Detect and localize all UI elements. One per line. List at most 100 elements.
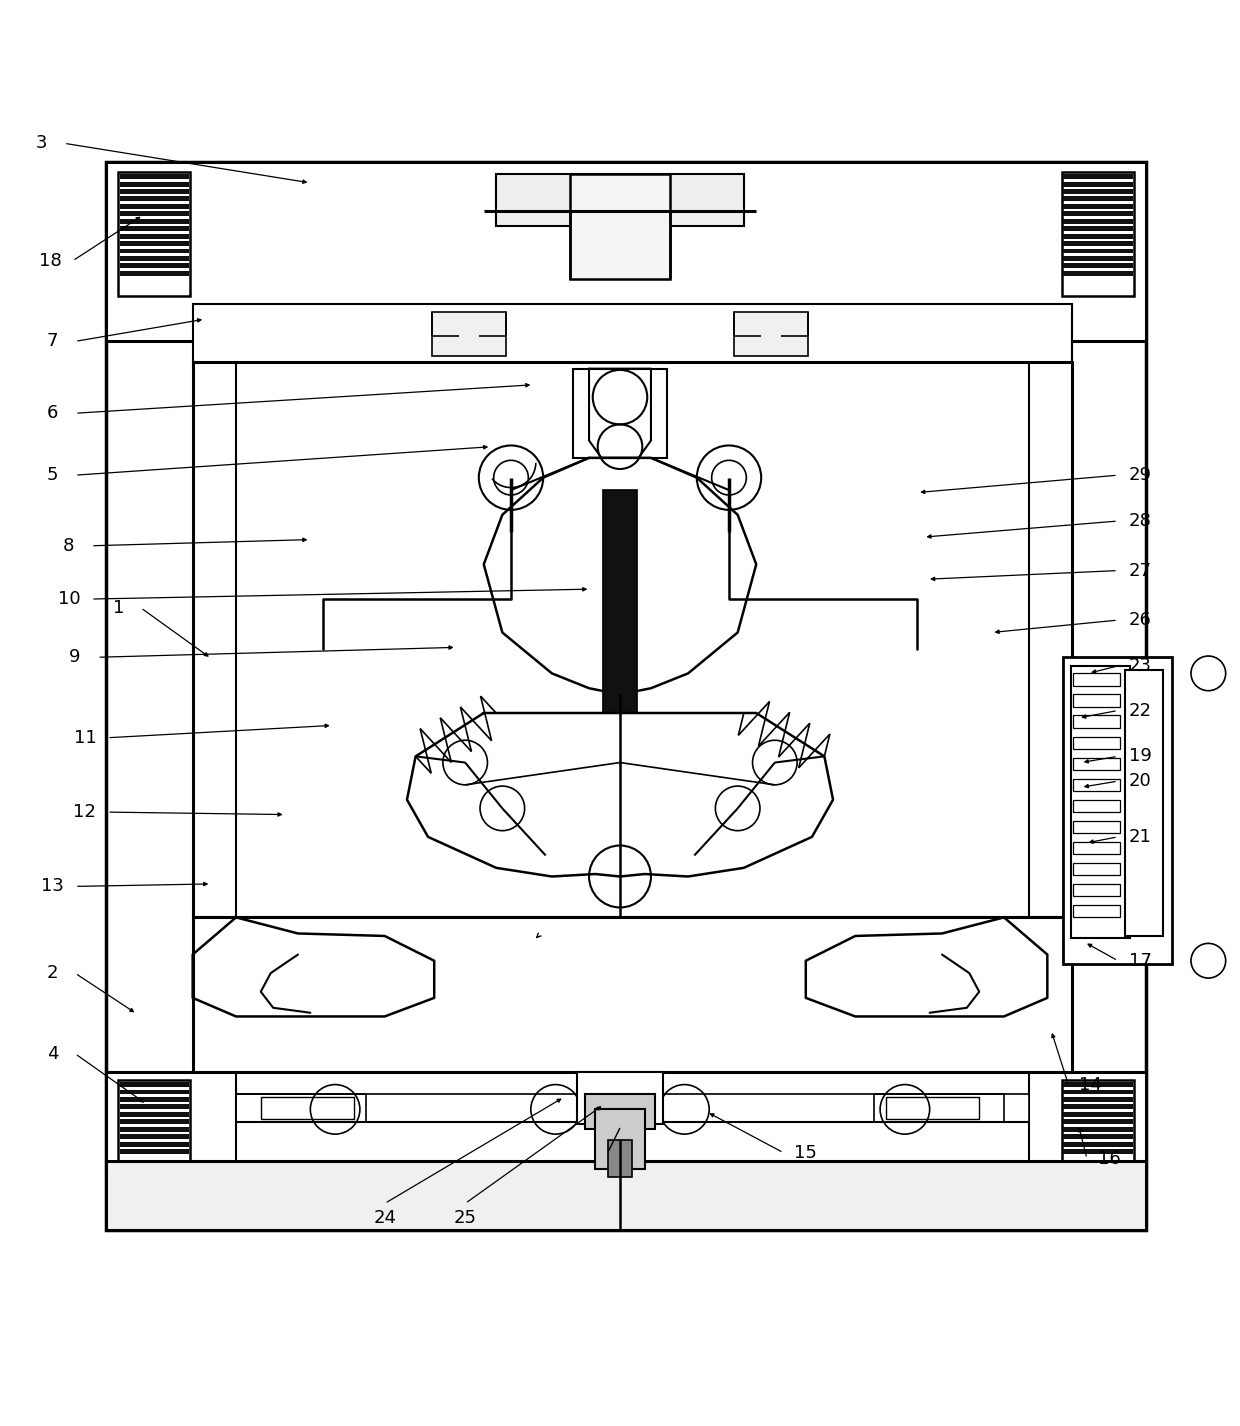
Bar — [1064, 1119, 1133, 1124]
Text: 17: 17 — [1128, 951, 1152, 970]
Bar — [1074, 863, 1121, 876]
Bar — [119, 197, 188, 201]
Bar — [1064, 1097, 1133, 1102]
Bar — [1064, 1112, 1133, 1117]
Bar — [1063, 1079, 1135, 1164]
Text: 15: 15 — [795, 1144, 817, 1162]
Bar — [595, 1109, 645, 1169]
Bar — [1064, 241, 1133, 247]
Bar — [1064, 264, 1133, 268]
Bar — [119, 271, 188, 275]
Bar — [1074, 757, 1121, 770]
Bar — [1064, 181, 1133, 187]
Bar — [608, 1141, 632, 1178]
Bar — [105, 161, 1147, 341]
Bar — [119, 1134, 188, 1139]
Bar — [1064, 1134, 1133, 1139]
Text: 10: 10 — [57, 590, 81, 607]
Text: 2: 2 — [47, 964, 58, 983]
Bar — [105, 1161, 1147, 1229]
Bar — [1074, 884, 1121, 897]
Bar — [1064, 197, 1133, 201]
Text: 16: 16 — [1097, 1149, 1121, 1168]
Text: 6: 6 — [47, 404, 58, 422]
Bar — [1063, 171, 1135, 295]
Bar — [1064, 1127, 1133, 1132]
Text: 20: 20 — [1128, 771, 1152, 790]
Bar — [118, 1079, 190, 1164]
Bar — [119, 211, 188, 217]
Bar — [119, 1089, 188, 1095]
Text: 26: 26 — [1128, 612, 1152, 629]
Text: 1: 1 — [113, 599, 124, 616]
Bar — [119, 241, 188, 247]
Text: 9: 9 — [69, 649, 81, 666]
Bar — [1064, 657, 1173, 964]
Bar — [1071, 666, 1131, 938]
Bar — [496, 174, 744, 227]
Bar — [119, 248, 188, 254]
Bar — [1063, 171, 1135, 295]
Bar — [119, 1149, 188, 1154]
Text: 12: 12 — [73, 803, 97, 821]
Bar — [119, 255, 188, 261]
Bar — [1063, 1079, 1135, 1164]
Bar — [1074, 821, 1121, 833]
Bar — [119, 264, 188, 268]
Bar — [105, 1072, 1147, 1171]
Bar — [1074, 737, 1121, 749]
Bar — [1064, 218, 1133, 224]
Bar — [1074, 821, 1121, 833]
Bar — [585, 1095, 655, 1129]
Bar — [1074, 906, 1121, 917]
Bar — [1064, 248, 1133, 254]
Bar — [1074, 800, 1121, 811]
Bar — [1074, 779, 1121, 791]
Bar — [1074, 673, 1121, 686]
Bar — [119, 1104, 188, 1109]
Bar — [573, 369, 667, 458]
Bar — [1064, 174, 1133, 180]
Bar — [1064, 255, 1133, 261]
Bar — [1064, 1142, 1133, 1147]
Bar — [236, 1095, 1029, 1122]
Text: 14: 14 — [1079, 1075, 1102, 1094]
Text: 22: 22 — [1128, 702, 1152, 720]
Bar — [1074, 841, 1121, 854]
Text: 21: 21 — [1128, 829, 1152, 846]
Bar — [1074, 841, 1121, 854]
Text: 29: 29 — [1128, 466, 1152, 485]
Bar — [119, 1097, 188, 1102]
Bar — [1064, 1149, 1133, 1154]
Bar — [1074, 800, 1121, 811]
Bar — [603, 491, 637, 713]
Bar — [603, 491, 637, 713]
Text: 3: 3 — [36, 134, 47, 153]
Bar — [119, 204, 188, 208]
Text: 25: 25 — [454, 1209, 476, 1228]
Text: 24: 24 — [373, 1209, 396, 1228]
Bar — [1074, 673, 1121, 686]
Text: 7: 7 — [47, 332, 58, 351]
Bar — [1074, 716, 1121, 727]
Bar — [1074, 863, 1121, 876]
Bar — [119, 1142, 188, 1147]
Text: 28: 28 — [1128, 512, 1152, 530]
Text: 8: 8 — [63, 536, 74, 555]
Text: 27: 27 — [1128, 562, 1152, 579]
Bar — [1074, 694, 1121, 707]
Bar — [1064, 1089, 1133, 1095]
Bar — [1064, 271, 1133, 275]
Bar — [1126, 670, 1163, 935]
Bar — [192, 304, 1073, 364]
Bar — [192, 362, 1073, 917]
Text: 19: 19 — [1128, 747, 1152, 766]
Text: 23: 23 — [1128, 657, 1152, 674]
Bar — [570, 174, 670, 279]
Text: 18: 18 — [38, 252, 62, 270]
Bar — [118, 1079, 190, 1164]
Text: 4: 4 — [47, 1045, 58, 1062]
Bar — [1074, 779, 1121, 791]
Bar — [119, 190, 188, 194]
Bar — [1064, 211, 1133, 217]
